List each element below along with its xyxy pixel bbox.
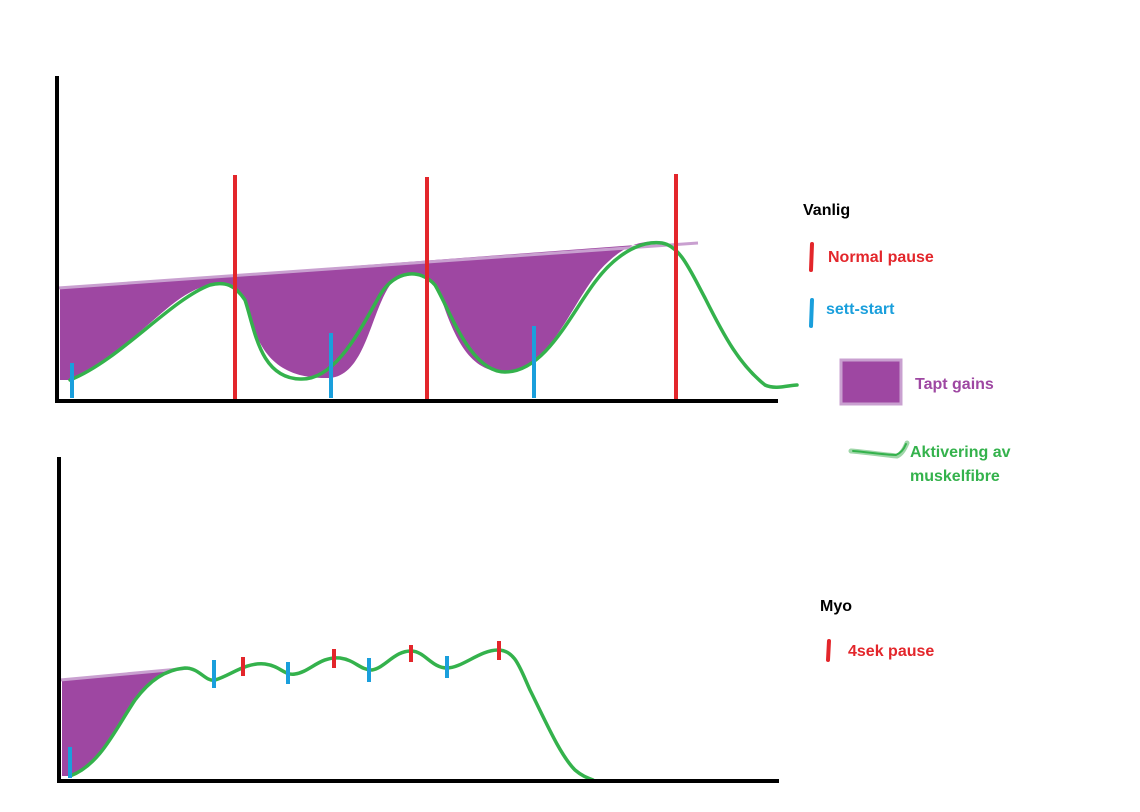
legend-symbols (809, 242, 910, 662)
legend-activation-label: Aktivering av muskelfibre (910, 444, 1011, 485)
top-diagram-title: Vanlig (803, 202, 851, 219)
legend-4sek-pause-label: 4sek pause (848, 643, 935, 660)
legend-set-start-label: sett-start (826, 301, 895, 318)
legend-lost-gains-swatch (839, 358, 903, 406)
legend-normal-pause-label: Normal pause (828, 249, 934, 266)
legend-set-start-swatch (809, 298, 814, 328)
bottom-diagram (57, 457, 779, 783)
bottom-lost-gains-area (62, 668, 185, 776)
top-lost-gains-area (60, 241, 662, 380)
legend-normal-pause-swatch (809, 242, 814, 272)
top-diagram (55, 76, 799, 403)
legend-activation-swatch-core (852, 443, 907, 457)
bottom-potential-line (59, 666, 191, 682)
bottom-activation-curve (68, 648, 595, 782)
top-activation-curve (68, 240, 799, 389)
top-potential-line (57, 241, 699, 290)
legend-lost-gains-label: Tapt gains (915, 376, 994, 393)
legend-4sek-pause-swatch (826, 639, 831, 662)
bottom-diagram-title: Myo (820, 598, 852, 615)
